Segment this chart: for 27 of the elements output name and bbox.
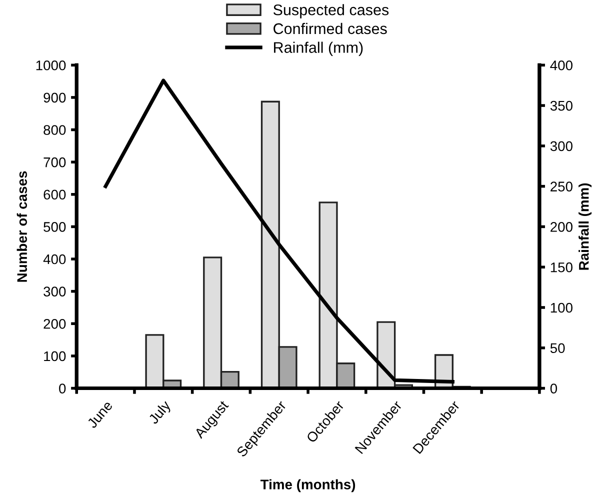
y-tick-label: 0	[59, 384, 66, 394]
y2-tick-label: 350	[550, 100, 572, 111]
y-tick-label: 300	[44, 286, 66, 296]
y2-axis-title: Rainfall (mm)	[578, 183, 592, 270]
y2-tick-label: 300	[550, 141, 572, 152]
y-tick-label: 800	[44, 125, 66, 135]
y2-tick-label: 250	[550, 182, 572, 192]
y-tick-label: 200	[44, 318, 66, 329]
y-tick-label: 100	[44, 351, 66, 362]
y-tick-label: 400	[43, 254, 66, 264]
y2-tick-label: 150	[550, 262, 572, 272]
legend-label: Rainfall (mm)	[274, 42, 363, 56]
y-tick-label: 500	[44, 222, 66, 232]
x-tick-label: July	[148, 399, 174, 426]
legend-label: Confirmed cases	[274, 22, 387, 34]
y-tick-label: 700	[44, 157, 66, 168]
y2-tick-label: 50	[550, 343, 565, 354]
x-axis-title: Time (months)	[260, 479, 356, 492]
y-axis-title: Number of cases	[16, 171, 28, 282]
y2-tick-label: 200	[550, 222, 572, 232]
y-tick-label: 900	[44, 92, 66, 103]
y-tick-label: 1000	[36, 60, 66, 70]
legend-label: Suspected cases	[273, 4, 389, 18]
y2-tick-label: 400	[550, 60, 572, 70]
y2-tick-label: 100	[550, 302, 572, 313]
y-tick-label: 600	[44, 190, 66, 200]
y2-tick-label: 0	[550, 384, 558, 394]
